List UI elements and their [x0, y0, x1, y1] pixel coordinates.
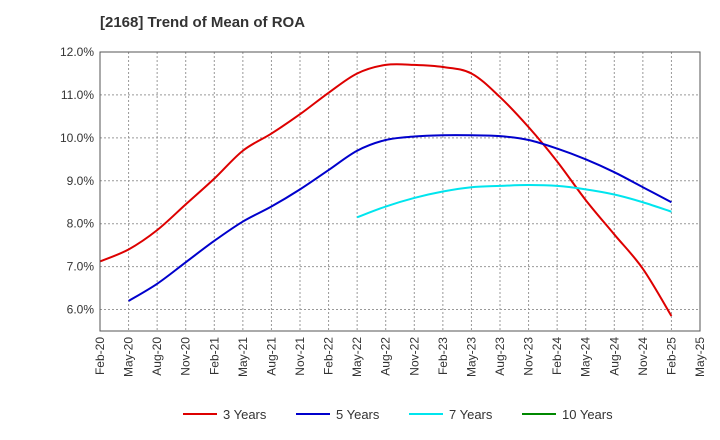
- x-tick-label: Feb-23: [436, 337, 450, 375]
- y-tick-label: 9.0%: [67, 174, 95, 188]
- grid: [99, 51, 701, 331]
- legend-label: 5 Years: [336, 407, 380, 422]
- y-tick-label: 8.0%: [67, 217, 95, 231]
- x-tick-label: Aug-20: [150, 337, 164, 376]
- x-tick-label: May-22: [350, 337, 364, 377]
- x-axis-ticks: Feb-20 May-20 Aug-20 Nov-20 Feb-21 May-21 Aug-…: [93, 337, 707, 377]
- x-tick-label: Feb-25: [664, 337, 678, 375]
- x-tick-label: May-20: [122, 337, 136, 377]
- x-tick-label: Nov-23: [522, 337, 536, 376]
- x-tick-label: Aug-21: [264, 337, 278, 376]
- x-tick-label: Nov-24: [636, 337, 650, 376]
- x-tick-label: Nov-20: [179, 337, 193, 376]
- x-tick-label: Nov-22: [407, 337, 421, 376]
- legend: 3 Years 5 Years 7 Years 10 Years: [183, 407, 613, 422]
- legend-label: 10 Years: [562, 407, 613, 422]
- x-tick-label: Feb-20: [93, 337, 107, 375]
- x-tick-label: Aug-22: [379, 337, 393, 376]
- y-tick-label: 12.0%: [60, 45, 94, 59]
- y-tick-label: 11.0%: [61, 88, 94, 102]
- x-tick-label: Aug-24: [607, 337, 621, 376]
- x-tick-label: May-25: [693, 337, 707, 377]
- legend-label: 3 Years: [223, 407, 267, 422]
- x-tick-label: May-21: [236, 337, 250, 377]
- y-tick-label: 6.0%: [67, 303, 95, 317]
- y-tick-label: 7.0%: [67, 260, 95, 274]
- series-line-7-years: [356, 184, 672, 219]
- x-tick-label: Nov-21: [293, 337, 307, 376]
- x-tick-label: Feb-21: [207, 337, 221, 375]
- plot-area: [99, 51, 701, 332]
- x-tick-label: Aug-23: [493, 337, 507, 376]
- chart-title: [2168] Trend of Mean of ROA: [100, 14, 306, 31]
- series-line-5-years: [128, 134, 672, 302]
- y-tick-label: 10.0%: [60, 131, 94, 145]
- x-tick-label: Feb-22: [322, 337, 336, 375]
- legend-label: 7 Years: [449, 407, 493, 422]
- x-tick-label: Feb-24: [550, 337, 564, 375]
- y-axis-ticks: 6.0% 7.0% 8.0% 9.0% 10.0% 11.0% 12.0%: [60, 45, 94, 317]
- series-lines: [99, 63, 673, 317]
- x-tick-label: May-24: [579, 337, 593, 377]
- x-tick-label: May-23: [464, 337, 478, 377]
